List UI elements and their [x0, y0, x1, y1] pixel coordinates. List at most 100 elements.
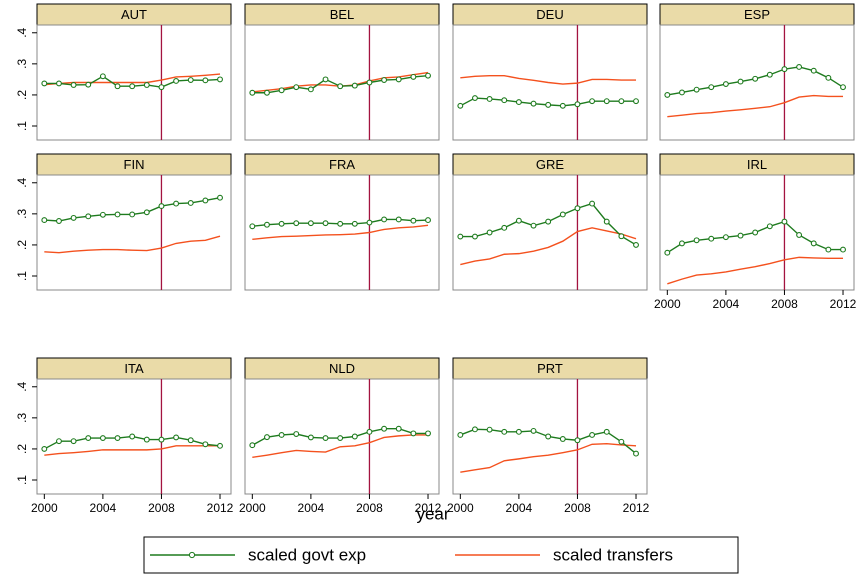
series-line [252, 434, 429, 459]
point [545, 101, 552, 108]
point [381, 425, 388, 432]
point [264, 434, 270, 441]
point [589, 98, 596, 105]
x-tick-label: 2008 [356, 501, 383, 515]
panel-title: ESP [744, 7, 770, 22]
point [173, 200, 180, 207]
point [381, 216, 388, 223]
point [381, 77, 388, 83]
point [457, 233, 464, 240]
point [56, 438, 62, 445]
point [173, 434, 180, 441]
y-tick-label: .1 [15, 121, 29, 131]
series-line [44, 235, 221, 254]
point [129, 211, 136, 218]
point [559, 102, 566, 109]
series-line [44, 445, 221, 456]
y-tick-label: .1 [15, 475, 29, 485]
point [425, 72, 431, 79]
point [351, 433, 358, 440]
point [41, 217, 48, 224]
point [737, 78, 744, 85]
point [395, 425, 402, 432]
point [217, 194, 223, 201]
point [574, 101, 581, 108]
point [70, 82, 77, 88]
legend-marker [188, 551, 196, 559]
y-tick-label: .2 [15, 240, 29, 250]
point [457, 102, 464, 109]
point [337, 220, 344, 227]
x-tick-label: 2000 [31, 501, 58, 515]
plot-area [659, 24, 855, 141]
point [264, 221, 270, 228]
plot-area [36, 174, 232, 291]
point [574, 437, 581, 444]
point [293, 431, 300, 437]
point [307, 220, 314, 227]
point [249, 442, 256, 449]
x-axis-title: year [416, 504, 449, 523]
series-line [460, 227, 637, 266]
point [410, 73, 417, 80]
panel-title: NLD [329, 361, 355, 376]
point [395, 216, 402, 223]
y-tick-label: .3 [15, 59, 29, 69]
panel-title: IRL [747, 157, 767, 172]
point [633, 450, 639, 457]
point [530, 100, 537, 107]
point [99, 73, 106, 80]
point [217, 442, 223, 449]
point [249, 223, 256, 230]
point [129, 433, 136, 440]
point [56, 218, 62, 224]
point [293, 84, 300, 91]
plot-area [244, 24, 440, 141]
point [322, 435, 329, 442]
point [472, 95, 478, 101]
point [486, 229, 493, 236]
point [781, 218, 788, 225]
point [486, 96, 493, 102]
point [99, 211, 106, 218]
point [589, 200, 596, 207]
panel-title: PRT [537, 361, 563, 376]
point [840, 246, 846, 253]
point [486, 426, 493, 433]
point [589, 431, 596, 438]
point [410, 430, 417, 437]
point [129, 83, 136, 90]
point [737, 232, 744, 239]
x-tick-label: 2000 [239, 501, 266, 515]
point [322, 76, 329, 83]
point [559, 211, 566, 218]
y-tick-label: .4 [15, 177, 29, 187]
y-tick-label: .1 [15, 271, 29, 281]
point [187, 200, 194, 206]
point [618, 233, 625, 240]
point [603, 428, 610, 435]
point [752, 229, 759, 236]
point [664, 91, 671, 98]
point [664, 249, 671, 256]
point [810, 67, 817, 74]
point [278, 87, 285, 94]
point [143, 436, 150, 443]
point [722, 234, 729, 241]
point [840, 84, 846, 91]
point [603, 218, 610, 225]
point [70, 214, 77, 221]
x-tick-label: 2012 [623, 501, 650, 515]
point [99, 435, 106, 442]
point [41, 80, 48, 87]
point [307, 434, 314, 441]
point [307, 86, 314, 93]
point [395, 76, 402, 83]
point [158, 203, 165, 210]
point [633, 98, 639, 105]
y-tick-label: .4 [15, 27, 29, 37]
point [158, 84, 165, 91]
point [202, 197, 209, 204]
panel-title: DEU [536, 7, 563, 22]
point [515, 428, 522, 435]
